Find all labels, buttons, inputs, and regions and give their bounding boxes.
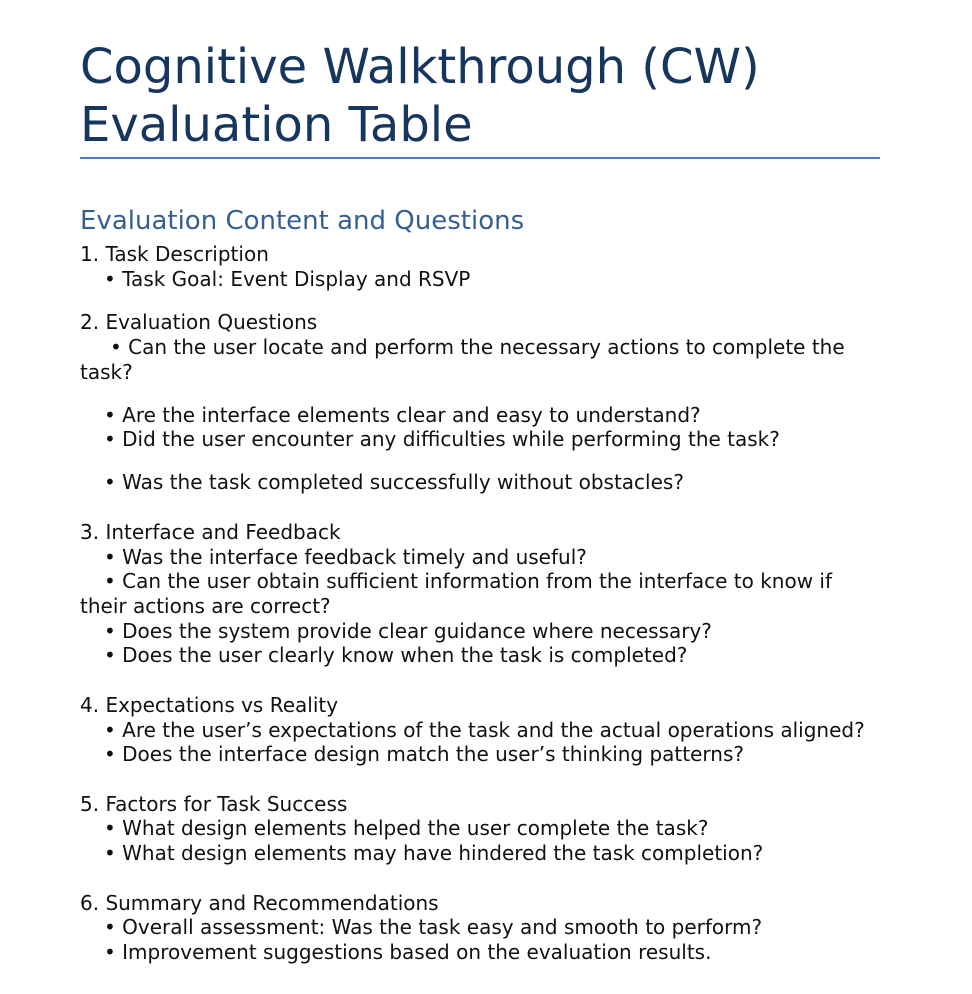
section-3-item-1: • Was the interface feedback timely and … [104,545,587,569]
section-6-item-2: • Improvement suggestions based on the e… [104,940,712,964]
document-title-line-2: Evaluation Table [80,97,473,153]
section-4-heading: 4. Expectations vs Reality [80,693,339,717]
section-6-heading: 6. Summary and Recommendations [80,891,439,915]
section-5-item-1: • What design elements helped the user c… [104,816,709,840]
section-3-item-2-continued: their actions are correct? [80,594,331,618]
section-2-item-1-continued: task? [80,360,133,384]
section-3-item-4: • Does the user clearly know when the ta… [104,643,688,667]
section-5-item-2: • What design elements may have hindered… [104,841,764,865]
section-2-item-2: • Are the interface elements clear and e… [104,403,701,427]
document-title: Cognitive Walkthrough (CW) Evaluation Ta… [80,38,880,154]
section-2-item-4: • Was the task completed successfully wi… [104,470,684,494]
section-2-heading: 2. Evaluation Questions [80,310,318,334]
title-underline [80,157,880,159]
section-1-item-1: • Task Goal: Event Display and RSVP [104,267,471,291]
section-heading: Evaluation Content and Questions [80,206,525,236]
section-4-item-1: • Are the user’s expectations of the tas… [104,718,865,742]
section-4-item-2: • Does the interface design match the us… [104,742,744,766]
section-3-item-3: • Does the system provide clear guidance… [104,619,712,643]
section-5-heading: 5. Factors for Task Success [80,792,348,816]
section-1-heading: 1. Task Description [80,242,269,266]
document-title-line-1: Cognitive Walkthrough (CW) [80,39,760,95]
section-3-item-2: • Can the user obtain sufficient informa… [104,569,833,593]
section-6-item-1: • Overall assessment: Was the task easy … [104,915,763,939]
section-2-item-3: • Did the user encounter any difficultie… [104,427,780,451]
section-2-item-1: • Can the user locate and perform the ne… [110,335,845,359]
section-3-heading: 3. Interface and Feedback [80,520,341,544]
